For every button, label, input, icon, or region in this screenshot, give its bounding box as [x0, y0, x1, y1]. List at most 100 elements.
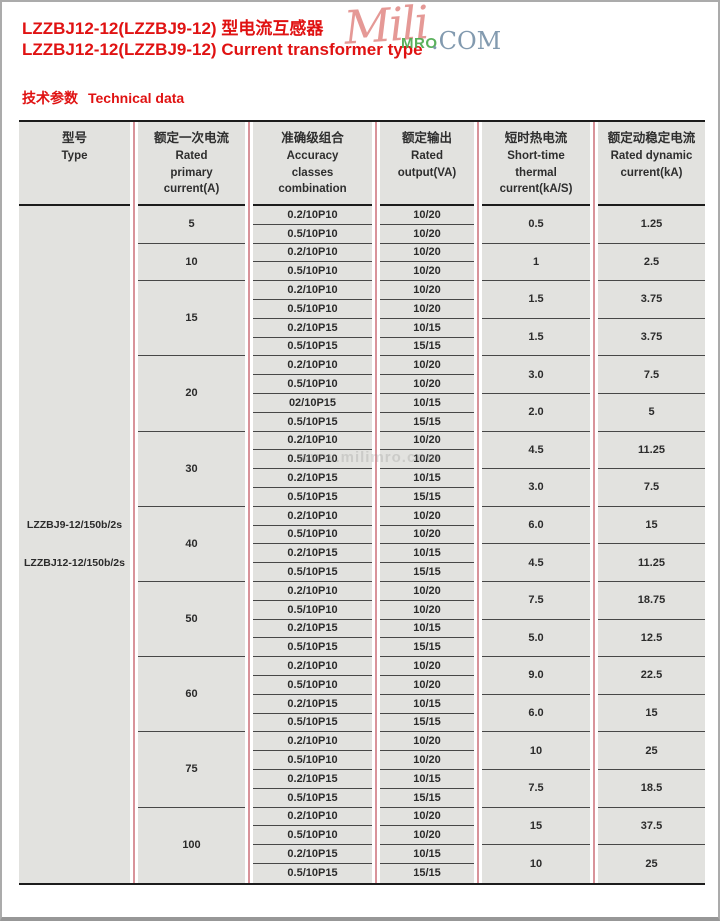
- accuracy-cell: 0.5/10P10: [253, 675, 372, 695]
- column-divider: [130, 122, 138, 883]
- header-label-en: current(A): [163, 183, 220, 195]
- thermal-current-cell: 2.0: [482, 393, 590, 432]
- header-cell: 准确级组合 Accuracy classes combination: [253, 122, 372, 206]
- output-cell: 15/15: [380, 563, 474, 582]
- thermal-current-cell: 0.5: [482, 206, 590, 244]
- output-cell: 10/20: [380, 751, 474, 770]
- thermal-current-cell: 6.0: [482, 694, 590, 733]
- section-title-en: Technical data: [88, 90, 185, 106]
- header-label-en: thermal: [515, 166, 557, 179]
- dynamic-current-cell: 18.5: [598, 769, 705, 808]
- accuracy-cell: 0.2/10P10: [253, 807, 372, 827]
- dynamic-current-cell: 7.5: [598, 356, 705, 394]
- output-cell: 10/20: [380, 732, 474, 752]
- table-column: 额定一次电流 Rated primary current(A) 5 10 15 20 30 40 5…: [138, 122, 245, 883]
- output-cell: 10/15: [380, 393, 474, 413]
- column-divider: [474, 122, 482, 883]
- output-cell: 10/20: [380, 281, 474, 300]
- header-label-cn: 准确级组合: [281, 131, 344, 145]
- accuracy-cell: 0.5/10P15: [253, 412, 372, 432]
- output-cell: 10/15: [380, 544, 474, 564]
- thermal-current-cell: 1.5: [482, 318, 590, 357]
- primary-current-cell: 10: [138, 243, 245, 282]
- dynamic-current-cell: 2.5: [598, 243, 705, 282]
- accuracy-cell: 0.5/10P15: [253, 638, 372, 658]
- output-cell: 15/15: [380, 788, 474, 808]
- accuracy-cell: 0.5/10P10: [253, 375, 372, 394]
- output-cell: 10/20: [380, 581, 474, 601]
- accuracy-cell: 0.5/10P10: [253, 751, 372, 770]
- accuracy-cell: 0.5/10P10: [253, 262, 372, 282]
- header-label-cn: 额定一次电流: [153, 131, 229, 145]
- header-label-en: Accuracy: [286, 150, 339, 162]
- primary-current-cell: 20: [138, 356, 245, 432]
- header-label-en: Rated: [175, 150, 208, 162]
- accuracy-cell: 0.2/10P10: [253, 431, 372, 451]
- thermal-current-cell: 10: [482, 845, 590, 883]
- type-model-label: LZZBJ12-12/150b/2s: [24, 557, 125, 570]
- column-divider: [590, 122, 598, 883]
- accuracy-cell: 0.2/10P15: [253, 694, 372, 714]
- output-cell: 15/15: [380, 487, 474, 507]
- header-label-en: current(kA): [620, 166, 683, 179]
- output-cell: 10/20: [380, 525, 474, 545]
- output-cell: 10/15: [380, 619, 474, 639]
- output-cell: 10/20: [380, 450, 474, 470]
- header-label-en: combination: [278, 183, 347, 195]
- accuracy-cell: 0.5/10P10: [253, 299, 372, 319]
- thermal-current-cell: 4.5: [482, 431, 590, 470]
- accuracy-cell: 0.2/10P10: [253, 356, 372, 376]
- primary-current-cell: 50: [138, 581, 245, 658]
- output-cell: 10/20: [380, 675, 474, 695]
- dynamic-current-cell: 3.75: [598, 318, 705, 357]
- output-cell: 10/20: [380, 206, 474, 225]
- accuracy-cell: 0.2/10P15: [253, 845, 372, 864]
- accuracy-cell: 02/10P15: [253, 393, 372, 413]
- header-cell: 额定动稳定电流 Rated dynamic current(kA): [598, 122, 705, 206]
- header-label-en: Short-time: [507, 150, 565, 162]
- table-column: 型号 Type LZZBJ9-12/150b/2s LZZBJ12-12/150b/2…: [19, 122, 130, 883]
- table-column: 短时热电流 Short-time thermal current(kA/S) 0.5 1 1…: [482, 122, 590, 883]
- thermal-current-cell: 7.5: [482, 581, 590, 620]
- thermal-current-cell: 15: [482, 807, 590, 846]
- accuracy-cell: 0.5/10P10: [253, 525, 372, 545]
- accuracy-cell: 0.2/10P10: [253, 206, 372, 225]
- type-model-label: LZZBJ9-12/150b/2s: [26, 519, 123, 532]
- thermal-current-cell: 10: [482, 732, 590, 770]
- output-cell: 10/20: [380, 356, 474, 376]
- dynamic-current-cell: 25: [598, 732, 705, 770]
- dynamic-current-cell: 25: [598, 845, 705, 883]
- accuracy-cell: 0.2/10P10: [253, 732, 372, 752]
- output-cell: 10/20: [380, 506, 474, 526]
- header-label-en: Rated dynamic: [610, 150, 693, 162]
- accuracy-cell: 0.5/10P10: [253, 450, 372, 470]
- table-column: 准确级组合 Accuracy classes combination 0.2/10P10…: [253, 122, 372, 883]
- dynamic-current-cell: 11.25: [598, 431, 705, 470]
- accuracy-cell: 0.5/10P15: [253, 713, 372, 733]
- watermark-com-text: .COM: [431, 27, 502, 55]
- header-label-en: classes: [291, 166, 334, 179]
- accuracy-cell: 0.5/10P15: [253, 563, 372, 582]
- accuracy-cell: 0.2/10P10: [253, 281, 372, 300]
- accuracy-cell: 0.5/10P15: [253, 863, 372, 883]
- thermal-current-cell: 3.0: [482, 356, 590, 394]
- header-cell: 短时热电流 Short-time thermal current(kA/S): [482, 122, 590, 206]
- output-cell: 15/15: [380, 638, 474, 658]
- output-cell: 10/20: [380, 657, 474, 676]
- dynamic-current-cell: 5: [598, 393, 705, 432]
- section-title: 技术参数 Technical data: [22, 88, 184, 108]
- accuracy-cell: 0.2/10P15: [253, 619, 372, 639]
- accuracy-cell: 0.5/10P10: [253, 600, 372, 620]
- header-cell: 型号 Type: [19, 122, 130, 206]
- dynamic-current-cell: 11.25: [598, 544, 705, 582]
- page-title-en: LZZBJ12-12(LZZBJ9-12) Current transforme…: [22, 40, 423, 59]
- dynamic-current-cell: 15: [598, 506, 705, 545]
- dynamic-current-cell: 18.75: [598, 581, 705, 620]
- thermal-current-cell: 3.0: [482, 469, 590, 507]
- accuracy-cell: 0.5/10P15: [253, 788, 372, 808]
- accuracy-cell: 0.2/10P10: [253, 581, 372, 601]
- technical-data-table: 型号 Type LZZBJ9-12/150b/2s LZZBJ12-12/150b/2…: [19, 120, 705, 885]
- column-divider: [372, 122, 380, 883]
- header-label-en: output(VA): [397, 166, 457, 179]
